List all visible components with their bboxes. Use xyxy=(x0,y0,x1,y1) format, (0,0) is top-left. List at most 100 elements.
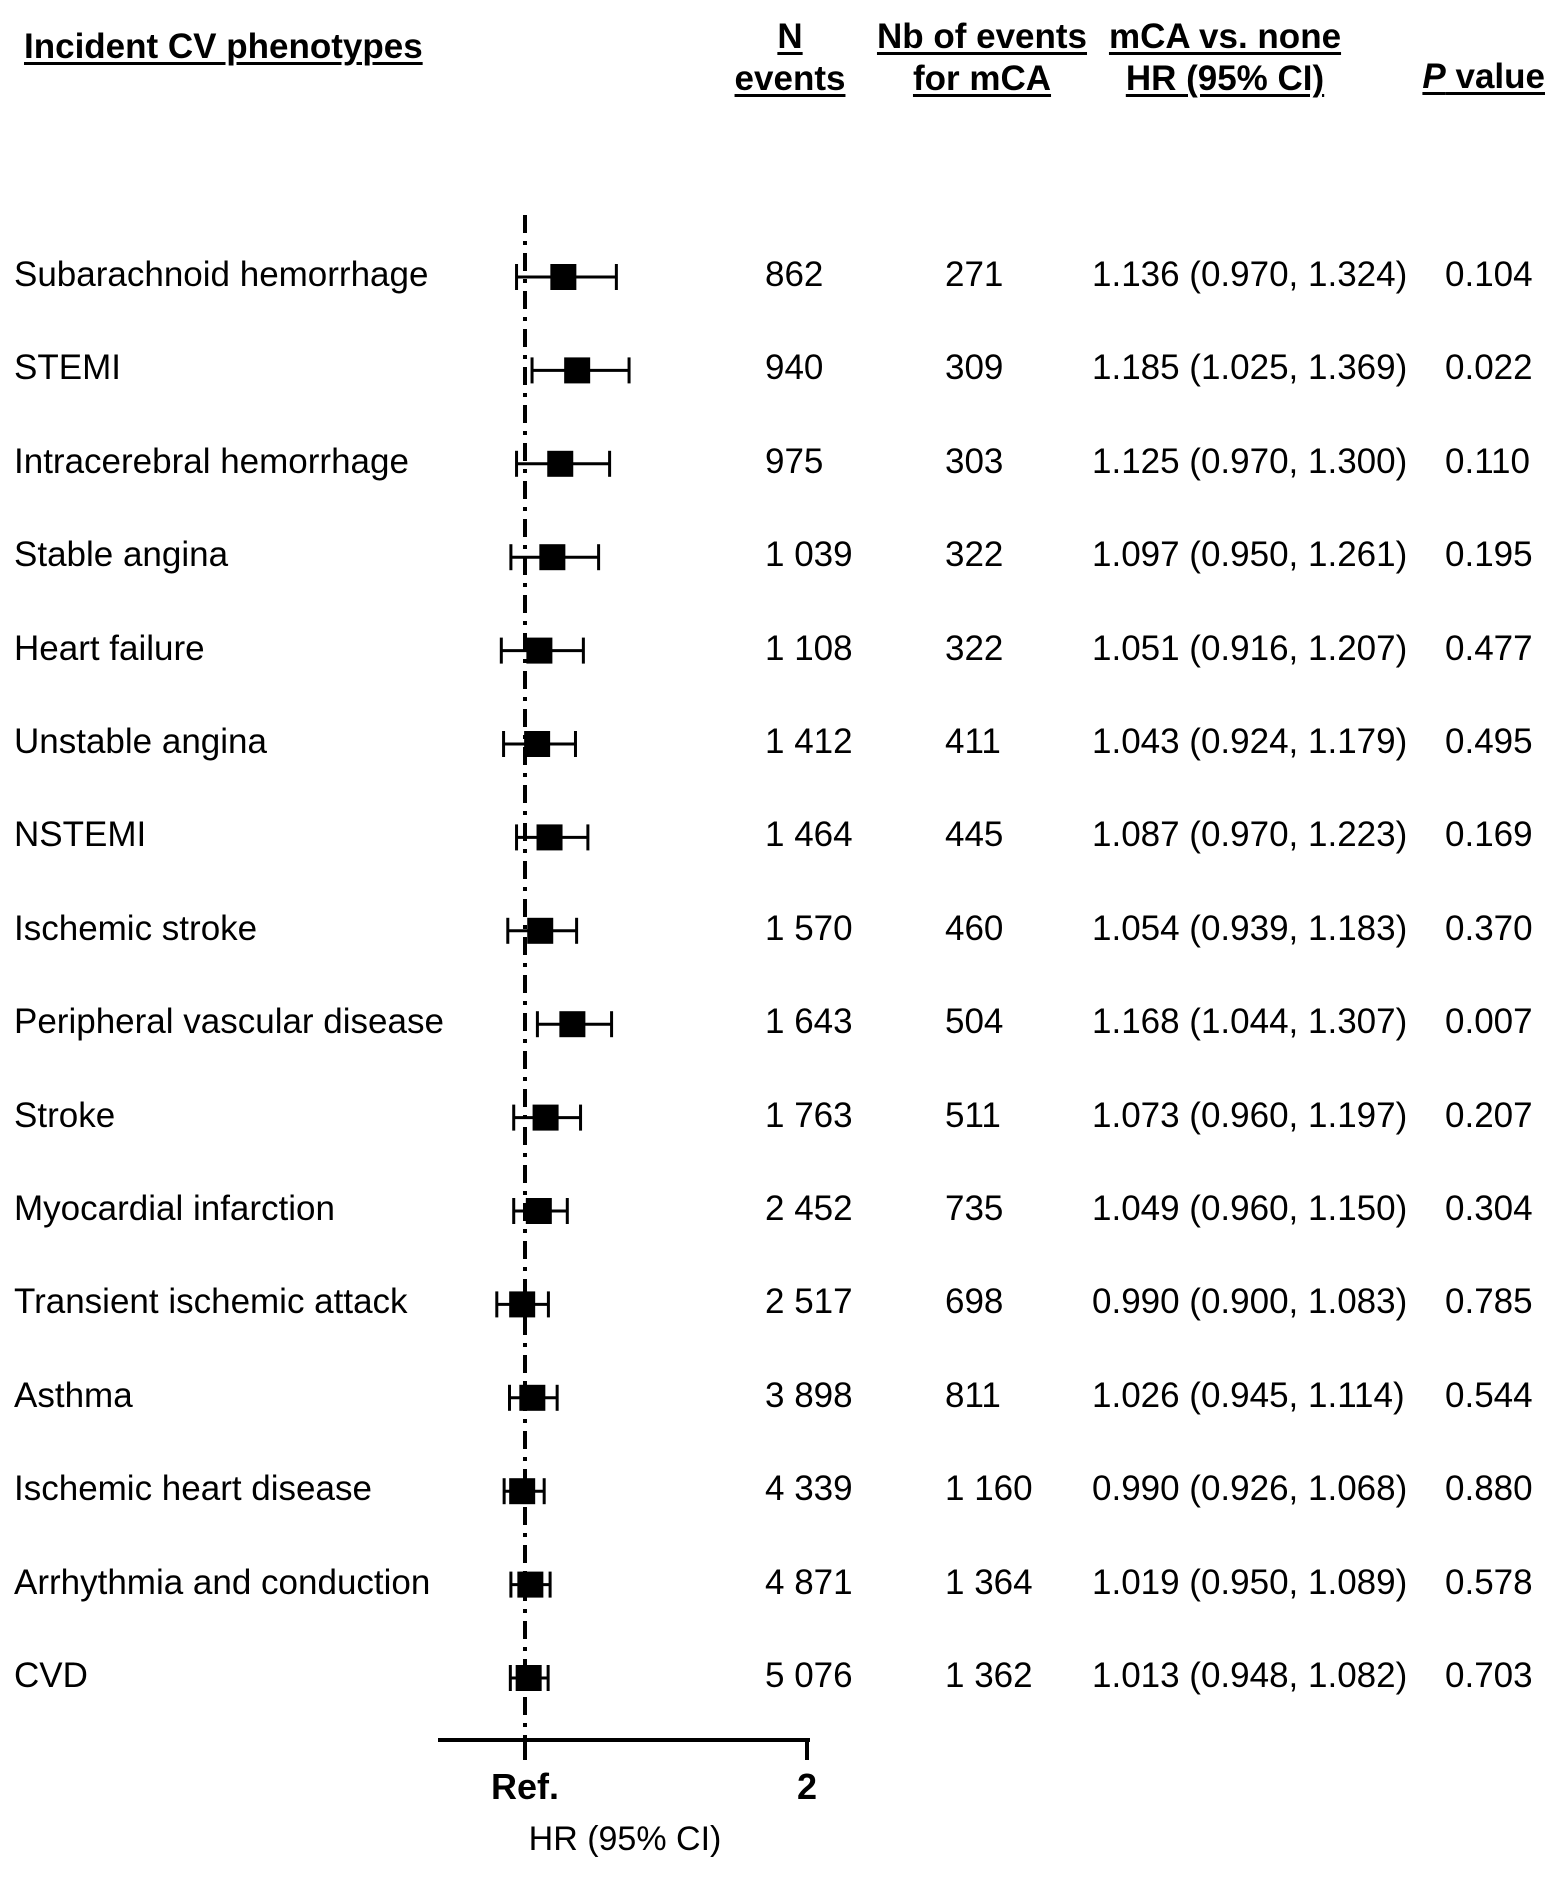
row-p-value: 0.169 xyxy=(1445,815,1533,855)
row-hr-ci: 1.125 (0.970, 1.300) xyxy=(1092,441,1408,481)
row-p-value: 0.544 xyxy=(1445,1375,1533,1415)
row-hr-ci: 1.013 (0.948, 1.082) xyxy=(1092,1656,1408,1695)
hr-point xyxy=(519,1384,546,1411)
row-nb-events: 1 364 xyxy=(945,1562,1033,1602)
hr-point xyxy=(515,1665,542,1691)
row-p-value: 0.703 xyxy=(1445,1656,1533,1695)
row-p-value: 0.195 xyxy=(1445,535,1533,575)
row-n-events: 975 xyxy=(765,441,824,481)
row-label: Transient ischemic attack xyxy=(14,1282,408,1322)
row-n-events: 1 464 xyxy=(765,815,853,855)
hr-point xyxy=(564,357,591,384)
row-p-value: 0.785 xyxy=(1445,1282,1533,1322)
row-nb-events: 735 xyxy=(945,1189,1004,1228)
row-n-events: 862 xyxy=(765,255,824,294)
x-tick-label: Ref. xyxy=(490,1766,559,1807)
row-hr-ci: 1.073 (0.960, 1.197) xyxy=(1092,1095,1408,1135)
hr-point xyxy=(550,264,577,290)
row-label: Myocardial infarction xyxy=(14,1189,335,1228)
row-hr-ci: 1.026 (0.945, 1.114) xyxy=(1092,1375,1405,1415)
row-n-events: 1 412 xyxy=(765,722,853,761)
row-hr-ci: 1.043 (0.924, 1.179) xyxy=(1092,722,1408,761)
row-label: Ischemic heart disease xyxy=(14,1469,372,1509)
hr-point xyxy=(509,1478,536,1505)
row-p-value: 0.110 xyxy=(1445,441,1530,481)
row-p-value: 0.578 xyxy=(1445,1562,1533,1602)
x-tick-label: 2 xyxy=(796,1766,818,1807)
row-hr-ci: 1.051 (0.916, 1.207) xyxy=(1092,628,1408,668)
hr-point xyxy=(517,1571,544,1598)
row-label: CVD xyxy=(14,1656,88,1695)
row-hr-ci: 1.019 (0.950, 1.089) xyxy=(1092,1562,1408,1602)
row-nb-events: 309 xyxy=(945,348,1004,388)
row-p-value: 0.207 xyxy=(1445,1095,1533,1135)
row-hr-ci: 1.097 (0.950, 1.261) xyxy=(1092,535,1408,575)
hr-point xyxy=(559,1011,586,1038)
row-label: Stable angina xyxy=(14,535,229,575)
row-p-value: 0.495 xyxy=(1445,722,1533,761)
row-nb-events: 445 xyxy=(945,815,1004,855)
row-hr-ci: 0.990 (0.900, 1.083) xyxy=(1092,1282,1408,1322)
row-nb-events: 1 362 xyxy=(945,1656,1033,1695)
row-label: Heart failure xyxy=(14,628,205,668)
row-nb-events: 1 160 xyxy=(945,1469,1033,1509)
row-nb-events: 322 xyxy=(945,535,1004,575)
row-n-events: 1 039 xyxy=(765,535,853,575)
hr-point xyxy=(547,450,574,477)
row-label: Unstable angina xyxy=(14,722,267,761)
header-p-value: P value xyxy=(1422,57,1545,96)
row-hr-ci: 1.136 (0.970, 1.324) xyxy=(1092,255,1408,294)
row-p-value: 0.477 xyxy=(1445,628,1533,668)
row-nb-events: 504 xyxy=(945,1002,1004,1042)
row-n-events: 2 517 xyxy=(765,1282,853,1322)
hr-point xyxy=(524,731,551,757)
x-axis-title: HR (95% CI) xyxy=(528,1820,722,1858)
row-label: NSTEMI xyxy=(14,815,147,855)
row-n-events: 1 763 xyxy=(765,1095,853,1135)
row-label: Ischemic stroke xyxy=(14,908,258,948)
row-label: Subarachnoid hemorrhage xyxy=(14,255,429,294)
hr-point xyxy=(525,1198,552,1224)
row-p-value: 0.022 xyxy=(1445,348,1533,388)
row-n-events: 3 898 xyxy=(765,1375,853,1415)
row-label: Stroke xyxy=(14,1095,116,1135)
row-nb-events: 811 xyxy=(945,1375,1001,1415)
row-n-events: 4 871 xyxy=(765,1562,853,1602)
row-p-value: 0.880 xyxy=(1445,1469,1533,1509)
row-hr-ci: 0.990 (0.926, 1.068) xyxy=(1092,1469,1408,1509)
row-nb-events: 271 xyxy=(945,255,1004,294)
row-hr-ci: 1.168 (1.044, 1.307) xyxy=(1092,1002,1408,1042)
row-nb-events: 411 xyxy=(945,722,1001,761)
hr-point xyxy=(532,1104,559,1131)
header-phenotypes: Incident CV phenotypes xyxy=(24,27,423,66)
row-hr-ci: 1.185 (1.025, 1.369) xyxy=(1092,348,1408,388)
header-hr: mCA vs. none HR (95% CI) xyxy=(1108,17,1342,98)
hr-point xyxy=(536,824,563,851)
header-n-events: N events xyxy=(734,17,846,98)
row-hr-ci: 1.054 (0.939, 1.183) xyxy=(1092,908,1408,948)
row-n-events: 1 108 xyxy=(765,628,853,668)
row-label: Arrhythmia and conduction xyxy=(14,1562,431,1602)
row-label: Asthma xyxy=(14,1375,133,1415)
row-n-events: 2 452 xyxy=(765,1189,853,1228)
row-n-events: 4 339 xyxy=(765,1469,853,1509)
row-label: STEMI xyxy=(14,348,121,388)
row-p-value: 0.104 xyxy=(1445,255,1533,294)
row-nb-events: 303 xyxy=(945,441,1004,481)
row-hr-ci: 1.049 (0.960, 1.150) xyxy=(1092,1189,1408,1228)
header-nb-events-mca: Nb of events for mCA xyxy=(876,17,1088,98)
hr-point xyxy=(539,544,566,571)
row-nb-events: 460 xyxy=(945,908,1004,948)
row-hr-ci: 1.087 (0.970, 1.223) xyxy=(1092,815,1408,855)
row-n-events: 1 570 xyxy=(765,908,853,948)
row-p-value: 0.007 xyxy=(1445,1002,1533,1042)
hr-point xyxy=(526,637,553,664)
row-nb-events: 322 xyxy=(945,628,1004,668)
row-label: Intracerebral hemorrhage xyxy=(14,441,409,481)
row-nb-events: 511 xyxy=(945,1095,1001,1135)
row-n-events: 5 076 xyxy=(765,1656,853,1695)
row-p-value: 0.370 xyxy=(1445,908,1533,948)
row-p-value: 0.304 xyxy=(1445,1189,1533,1228)
row-n-events: 940 xyxy=(765,348,824,388)
